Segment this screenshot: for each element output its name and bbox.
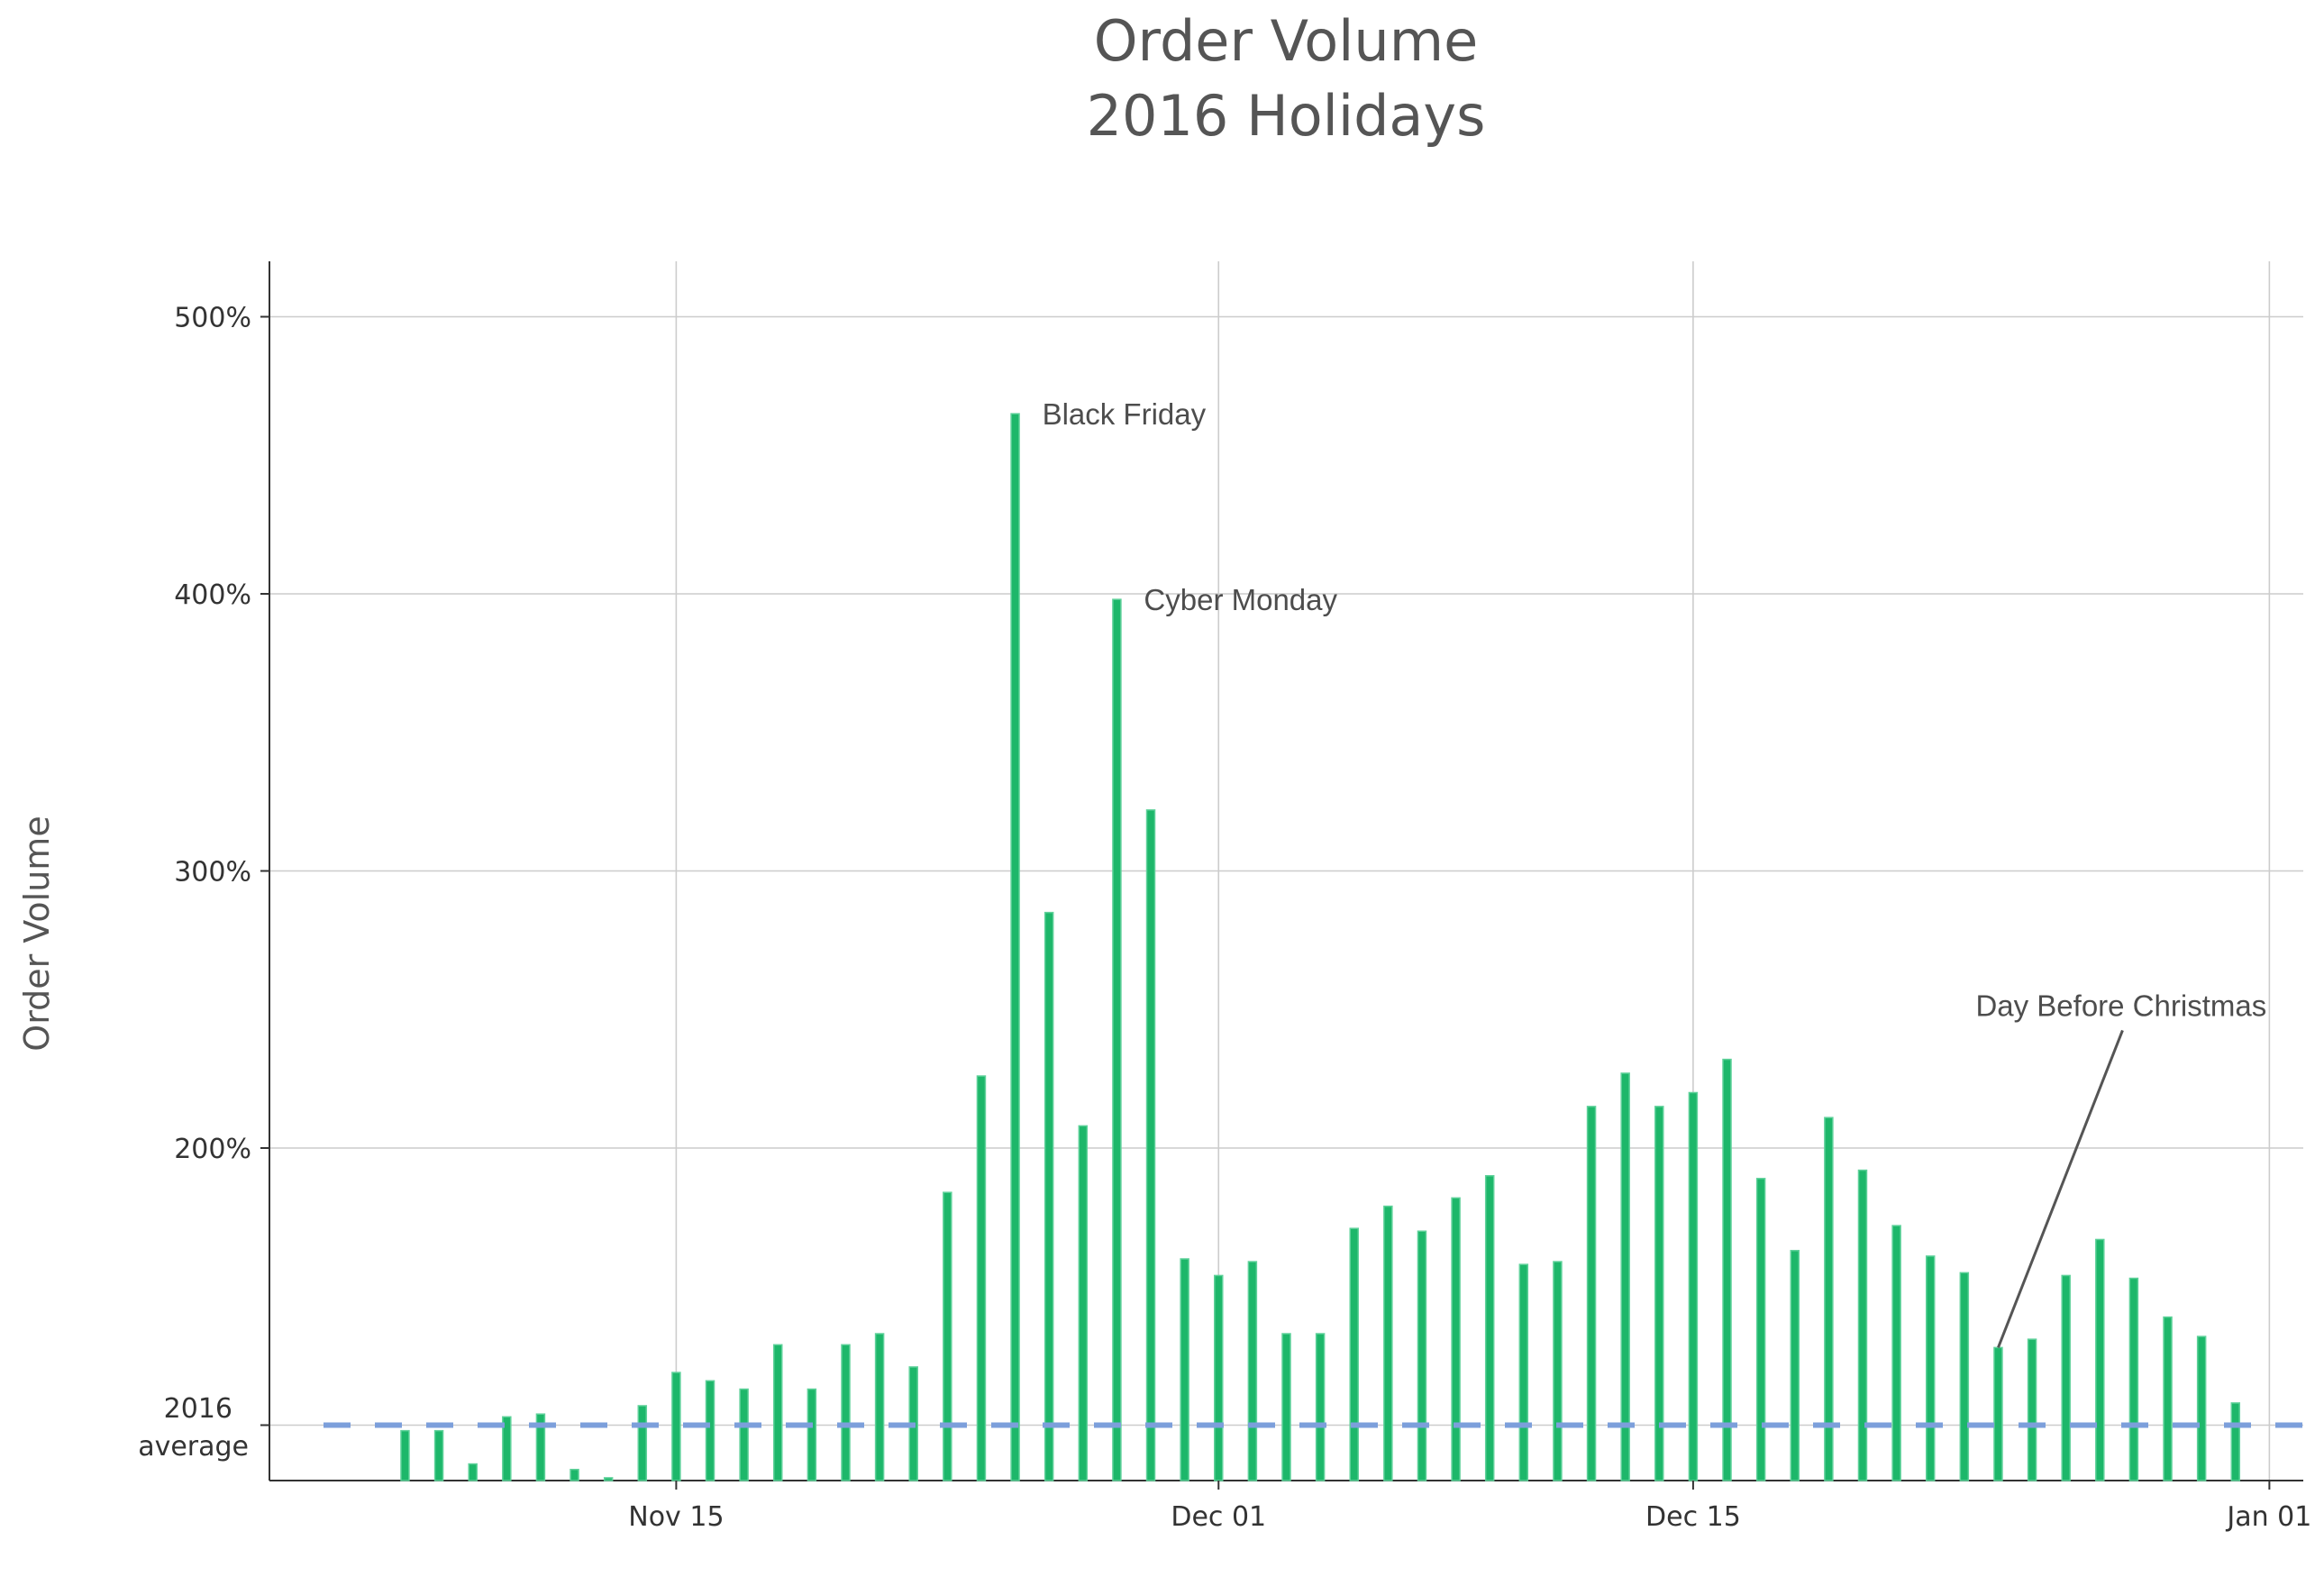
bar-2016-11-25	[1010, 413, 1020, 1481]
bar-2016-12-24	[1993, 1346, 2003, 1481]
y-tick-label: 300%	[174, 857, 251, 889]
bar-2016-12-15	[1688, 1091, 1699, 1481]
bar-2016-12-19	[1824, 1116, 1834, 1481]
bar-2016-12-08	[1451, 1197, 1461, 1481]
bar-2016-12-26	[2061, 1274, 2071, 1481]
bar-2016-11-17	[739, 1388, 749, 1481]
bar-2016-12-04	[1315, 1333, 1326, 1481]
bar-2016-11-30	[1180, 1258, 1189, 1481]
bar-2016-11-28	[1112, 598, 1122, 1481]
x-tick-label: Dec 15	[1645, 1501, 1741, 1533]
bar-2016-12-03	[1281, 1333, 1291, 1481]
bars-layer	[400, 413, 2241, 1481]
bar-2016-11-24	[976, 1075, 987, 1481]
bar-2016-11-14	[637, 1405, 648, 1481]
y-axis-label: Order Volume	[17, 816, 57, 1051]
bar-2016-11-18	[773, 1344, 783, 1481]
bar-2016-11-11	[535, 1413, 546, 1481]
bar-2016-11-27	[1078, 1125, 1089, 1481]
bar-2016-11-09	[468, 1463, 478, 1481]
annotation-leader-line	[1997, 1029, 2124, 1348]
bar-2016-12-14	[1654, 1106, 1664, 1481]
bar-2016-11-12	[570, 1468, 579, 1481]
baseline-label-line1: 2016	[164, 1393, 232, 1425]
bar-2016-12-09	[1484, 1175, 1495, 1481]
bar-2016-11-20	[841, 1344, 851, 1481]
annotation-cyber-monday: Cyber Monday	[1144, 583, 1337, 616]
bar-2016-12-22	[1925, 1255, 1936, 1481]
annotation-day-before-christmas: Day Before Christmas	[1975, 989, 2266, 1022]
chart-subtitle: 2016 Holidays	[1087, 83, 1486, 149]
bar-2016-11-08	[433, 1429, 444, 1481]
bar-2016-12-23	[1959, 1271, 1970, 1481]
bar-2016-12-13	[1620, 1072, 1630, 1481]
bar-2016-12-27	[2095, 1238, 2105, 1481]
bar-2016-12-17	[1755, 1178, 1766, 1481]
bar-2016-12-01	[1214, 1274, 1224, 1481]
bar-2016-12-21	[1891, 1225, 1901, 1481]
bar-2016-12-02	[1247, 1261, 1258, 1481]
bar-2016-11-21	[874, 1333, 885, 1481]
bar-2016-11-13	[603, 1477, 614, 1481]
bar-2016-11-15	[671, 1372, 681, 1481]
x-tick-label: Jan 01	[2225, 1501, 2311, 1533]
bar-2016-12-05	[1349, 1227, 1359, 1481]
baseline-label-line2: average	[138, 1431, 249, 1463]
bar-2016-11-07	[400, 1429, 410, 1481]
chart-title: Order Volume	[1094, 8, 1479, 74]
y-tick-label: 500%	[174, 303, 251, 334]
bar-2016-12-16	[1722, 1058, 1732, 1481]
x-tick-label: Nov 15	[628, 1501, 724, 1533]
bar-2016-11-19	[807, 1388, 817, 1481]
bar-2016-12-31	[2230, 1402, 2241, 1481]
bar-2016-12-18	[1790, 1250, 1800, 1481]
x-tick-label: Dec 01	[1171, 1501, 1266, 1533]
bar-2016-11-16	[705, 1380, 715, 1481]
bar-2016-12-07	[1417, 1230, 1427, 1481]
bar-2016-12-10	[1518, 1263, 1529, 1481]
bar-2016-11-26	[1044, 911, 1054, 1481]
annotation-black-friday: Black Friday	[1043, 397, 1207, 431]
bar-2016-12-25	[2027, 1338, 2037, 1481]
bar-2016-12-20	[1857, 1169, 1868, 1481]
grid-layer	[269, 261, 2303, 1481]
y-tick-label: 200%	[174, 1134, 251, 1165]
bar-2016-12-11	[1553, 1261, 1563, 1481]
ticks-layer: 500% 400% 300% 200% Nov 15 Dec 01 Dec 15 Jan 01	[174, 303, 2311, 1534]
bar-2016-12-12	[1586, 1106, 1597, 1481]
bar-2016-11-29	[1145, 809, 1156, 1481]
y-tick-label: 400%	[174, 579, 251, 611]
bar-2016-12-28	[2128, 1277, 2139, 1481]
bar-2016-12-30	[2196, 1335, 2207, 1481]
bar-2016-12-29	[2163, 1316, 2173, 1481]
bar-2016-12-06	[1383, 1205, 1393, 1481]
bar-2016-11-23	[943, 1191, 952, 1481]
bar-2016-11-10	[502, 1416, 512, 1481]
annotations-layer: Black Friday Cyber Monday Day Before Chris…	[1043, 397, 2266, 1348]
